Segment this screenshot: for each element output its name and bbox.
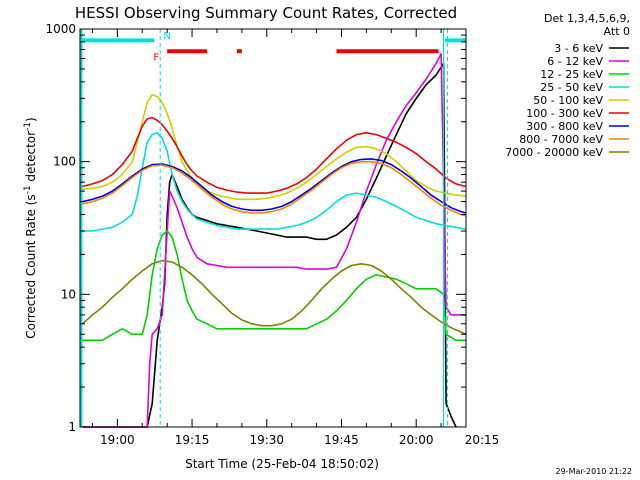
y-axis-label-sup2: -1: [23, 122, 33, 131]
legend-label-5: 100 - 300 keV: [526, 107, 603, 120]
y-axis-label-mid: detector: [24, 131, 38, 186]
x-tick-label-3: 19:45: [324, 433, 359, 447]
legend-label-0: 3 - 6 keV: [554, 42, 603, 55]
y-tick-label-3: 1000: [45, 22, 76, 36]
legend-label-1: 6 - 12 keV: [547, 55, 603, 68]
y-axis-label-main: Corrected Count Rate (s: [24, 194, 38, 338]
x-tick-label-2: 19:30: [249, 433, 284, 447]
series-line-5: [82, 116, 467, 194]
plot-frame: [79, 28, 467, 428]
x-tick-label-5: 20:15: [465, 433, 500, 447]
legend-label-6: 300 - 800 keV: [526, 120, 603, 133]
flag-label-0: F: [153, 53, 159, 64]
legend-header-line2: Att 0: [604, 25, 630, 38]
x-tick-label-0: 19:00: [100, 433, 135, 447]
chart-title: HESSI Observing Summary Count Rates, Cor…: [75, 4, 457, 22]
series-line-8: [81, 259, 467, 336]
y-tick-label-1: 10: [61, 287, 76, 301]
series-line-6: [82, 158, 467, 214]
y-tick-label-2: 100: [53, 155, 76, 169]
plot-annotations: FN: [80, 29, 466, 427]
plot-data: [81, 52, 467, 428]
y-axis-label-end: ): [24, 117, 38, 122]
x-axis-label: Start Time (25-Feb-04 18:50:02): [185, 457, 379, 471]
legend-label-4: 50 - 100 keV: [533, 94, 603, 107]
series-line-2: [82, 230, 466, 342]
y-axis-label: Corrected Count Rate (s-1 detector-1): [23, 117, 38, 338]
legend-label-8: 7000 - 20000 keV: [505, 146, 603, 159]
legend-label-2: 12 - 25 keV: [540, 68, 603, 81]
series-line-4: [82, 93, 467, 201]
y-axis: 1 10 100 1000: [45, 22, 466, 434]
x-tick-label-4: 20:00: [399, 433, 434, 447]
y-axis-label-sup1: -1: [23, 185, 33, 194]
x-tick-label-1: 19:15: [175, 433, 210, 447]
legend-label-3: 25 - 50 keV: [540, 81, 603, 94]
x-axis: 19:00 19:15 19:30 19:45 20:00 20:15: [91, 29, 500, 447]
timestamp: 29-Mar-2010 21:22: [556, 467, 633, 476]
flag-label-1: N: [163, 31, 170, 42]
series-line-0: [82, 62, 457, 428]
legend-header-line1: Det 1,3,4,5,6,9,: [544, 12, 630, 25]
y-tick-label-0: 1: [68, 420, 76, 434]
series-line-1: [82, 52, 466, 428]
series-line-3: [82, 132, 467, 232]
legend-label-7: 800 - 7000 keV: [519, 133, 603, 146]
series-line-7: [82, 160, 467, 217]
